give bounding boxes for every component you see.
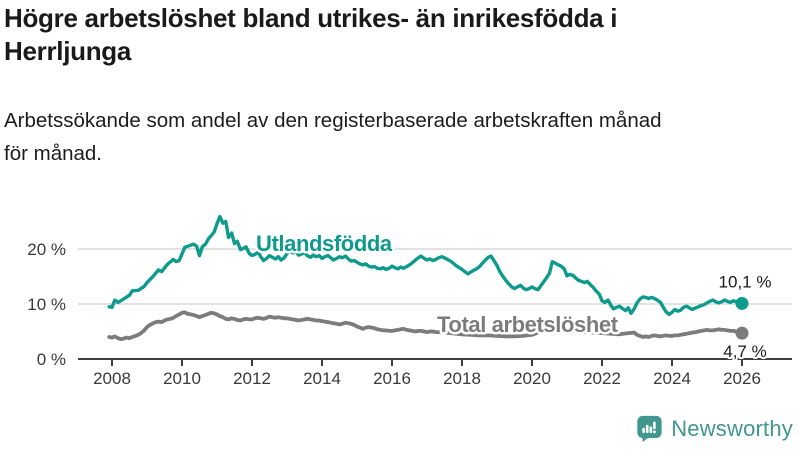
x-tick-label: 2012: [233, 369, 271, 388]
newsworthy-bubble-chart-icon: [637, 415, 662, 442]
x-tick-label: 2008: [93, 369, 131, 388]
y-axis-labels: 0 % 10 % 20 %: [27, 240, 66, 369]
end-value-label-total: 4,7 %: [723, 342, 766, 361]
x-tick-label: 2010: [163, 369, 201, 388]
gridlines: [78, 248, 792, 305]
chart-header: Högre arbetslöshet bland utrikes- än inr…: [4, 0, 796, 170]
chart-title-line-1: Högre arbetslöshet bland utrikes- än inr…: [4, 3, 618, 33]
chart-title: Högre arbetslöshet bland utrikes- än inr…: [4, 2, 796, 68]
series-end-dots: [735, 296, 749, 340]
y-tick-label: 10 %: [27, 295, 66, 314]
chart-subtitle: Arbetssökande som andel av den registerb…: [4, 104, 796, 170]
end-value-labels: 10,1 % 4,7 %: [717, 270, 774, 363]
chart-title-line-2: Herrljunga: [4, 36, 132, 66]
y-tick-label: 20 %: [27, 240, 66, 259]
chart-subtitle-line-2: för månad.: [4, 142, 102, 165]
newsworthy-wordmark: Newsworthy: [671, 415, 793, 441]
series-labels: Utlandsfödda Total arbetslöshet: [254, 229, 622, 340]
y-tick-label: 0 %: [37, 350, 66, 369]
x-tick-label: 2016: [373, 369, 411, 388]
chart-subtitle-line-1: Arbetssökande som andel av den registerb…: [4, 109, 662, 132]
x-tick-label: 2024: [653, 369, 691, 388]
newsworthy-logo[interactable]: Newsworthy: [636, 415, 793, 442]
series-label-total: Total arbetslöshet: [437, 312, 619, 337]
x-tick-label: 2018: [443, 369, 481, 388]
series-lines: [107, 214, 744, 342]
end-value-label-utlandsfodda: 10,1 %: [719, 272, 772, 291]
x-tick-label: 2014: [303, 369, 341, 388]
series-end-dot-utlandsfodda: [735, 296, 749, 310]
series-line-total: [107, 310, 744, 342]
x-tick-label: 2022: [583, 369, 621, 388]
x-axis: 2008 2010 2012 2014 2016 2018 2020 2022 2024 2026: [78, 358, 792, 388]
series-end-dot-total: [735, 326, 749, 340]
series-label-utlandsfodda: Utlandsfödda: [256, 231, 393, 256]
series-line-utlandsfodda: [107, 214, 744, 317]
x-tick-label: 2026: [723, 369, 761, 388]
x-tick-label: 2020: [513, 369, 551, 388]
